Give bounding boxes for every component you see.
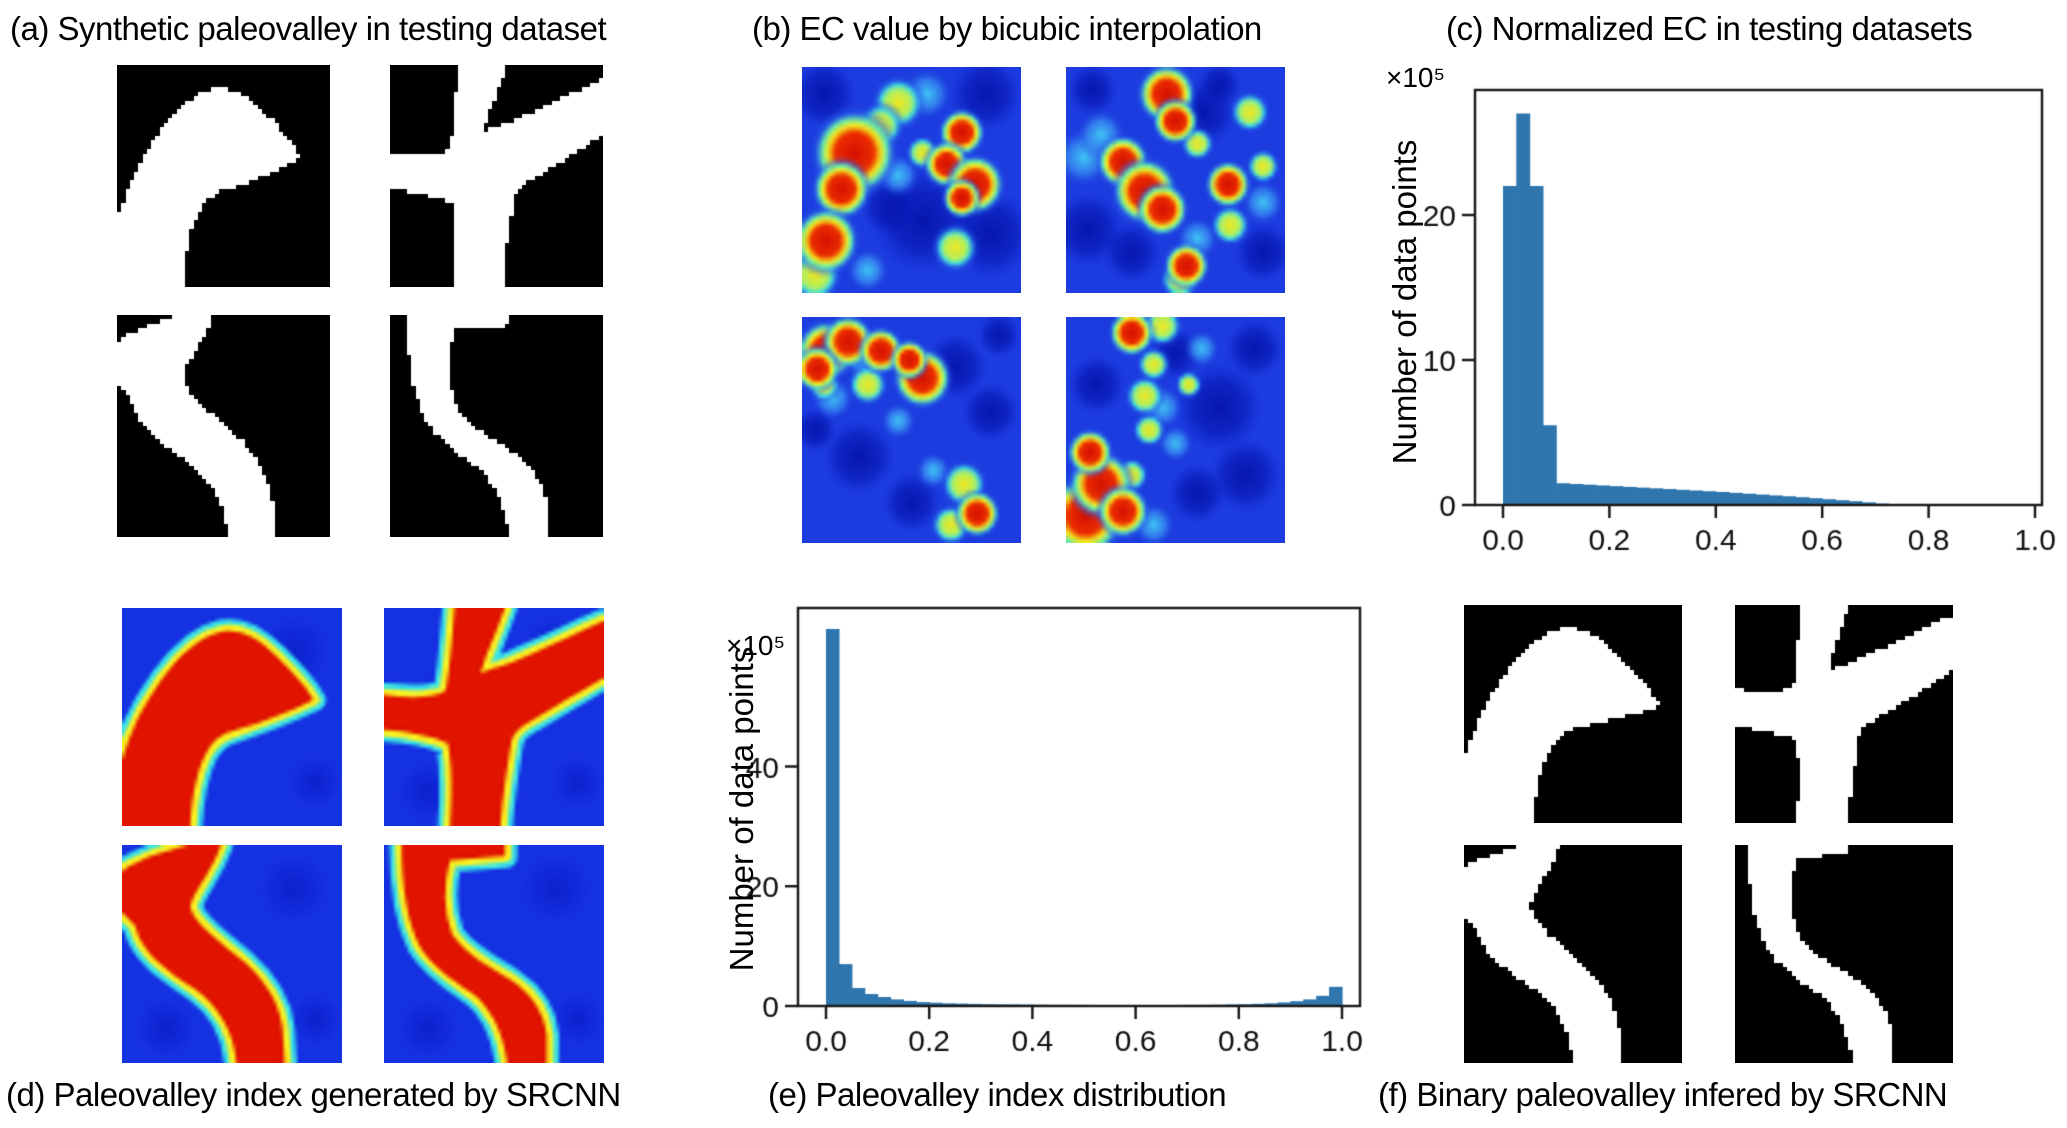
- panel-b-heatmap-image-2: [1066, 67, 1285, 293]
- histogram-e-scale-label: ×10⁵: [726, 630, 786, 661]
- caption-panel-c: (c) Normalized EC in testing datasets: [1446, 10, 1973, 47]
- panel-d-index-image-4: [384, 845, 604, 1063]
- panel-d-index-image-3: [122, 845, 342, 1063]
- panel-d-index-image-2: [384, 608, 604, 826]
- panel-f-binary-image-4: [1735, 845, 1953, 1063]
- histogram-normalized-ec: [1397, 82, 2067, 587]
- panel-b-heatmap-image-3: [802, 317, 1021, 543]
- caption-panel-e: (e) Paleovalley index distribution: [768, 1076, 1227, 1113]
- panel-d-index-image-1: [122, 608, 342, 826]
- panel-a-binary-image-3: [117, 315, 330, 537]
- caption-panel-a: (a) Synthetic paleovalley in testing dat…: [10, 10, 607, 47]
- caption-panel-f: (f) Binary paleovalley infered by SRCNN: [1378, 1076, 1948, 1113]
- panel-a-binary-image-4: [390, 315, 603, 537]
- caption-panel-d: (d) Paleovalley index generated by SRCNN: [6, 1076, 621, 1113]
- panel-f-binary-image-2: [1735, 605, 1953, 823]
- histogram-paleovalley-index: [720, 598, 1370, 1083]
- panel-f-binary-image-1: [1464, 605, 1682, 823]
- histogram-c-scale-label: ×10⁵: [1386, 62, 1446, 93]
- panel-a-binary-image-2: [390, 65, 603, 287]
- panel-f-binary-image-3: [1464, 845, 1682, 1063]
- caption-panel-b: (b) EC value by bicubic interpolation: [752, 10, 1262, 47]
- histogram-c-ylabel: Number of data points: [1386, 139, 1423, 465]
- panel-a-binary-image-1: [117, 65, 330, 287]
- panel-b-heatmap-image-1: [802, 67, 1021, 293]
- panel-b-heatmap-image-4: [1066, 317, 1285, 543]
